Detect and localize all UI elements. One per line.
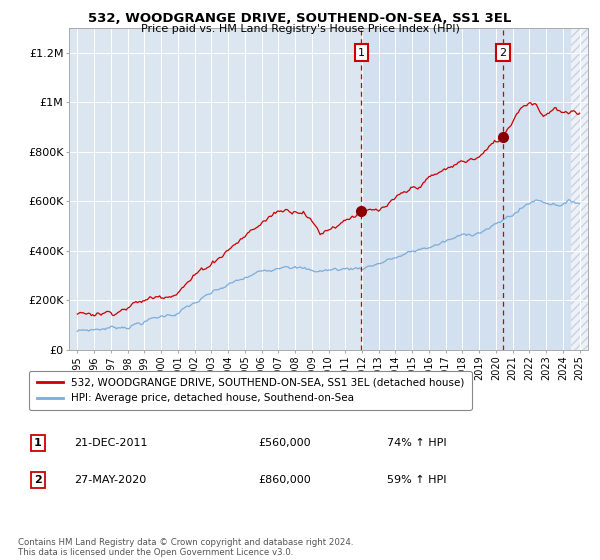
- Text: 1: 1: [358, 48, 365, 58]
- Text: 1: 1: [34, 438, 42, 448]
- Text: Price paid vs. HM Land Registry's House Price Index (HPI): Price paid vs. HM Land Registry's House …: [140, 24, 460, 34]
- Text: 21-DEC-2011: 21-DEC-2011: [74, 438, 148, 448]
- Text: 27-MAY-2020: 27-MAY-2020: [74, 475, 146, 485]
- Legend: 532, WOODGRANGE DRIVE, SOUTHEND-ON-SEA, SS1 3EL (detached house), HPI: Average p: 532, WOODGRANGE DRIVE, SOUTHEND-ON-SEA, …: [29, 371, 472, 410]
- Text: 2: 2: [499, 48, 506, 58]
- Text: £860,000: £860,000: [259, 475, 311, 485]
- Text: 74% ↑ HPI: 74% ↑ HPI: [387, 438, 446, 448]
- Text: 532, WOODGRANGE DRIVE, SOUTHEND-ON-SEA, SS1 3EL: 532, WOODGRANGE DRIVE, SOUTHEND-ON-SEA, …: [88, 12, 512, 25]
- Text: Contains HM Land Registry data © Crown copyright and database right 2024.
This d: Contains HM Land Registry data © Crown c…: [18, 538, 353, 557]
- Text: 59% ↑ HPI: 59% ↑ HPI: [387, 475, 446, 485]
- Text: £560,000: £560,000: [259, 438, 311, 448]
- Bar: [361, 28, 588, 350]
- Bar: [571, 28, 588, 350]
- Text: 2: 2: [34, 475, 42, 485]
